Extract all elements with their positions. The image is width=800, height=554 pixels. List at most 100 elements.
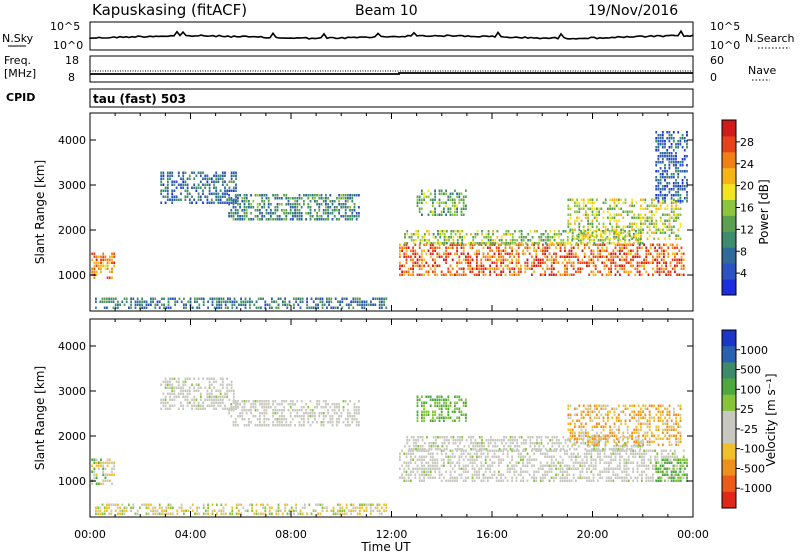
heatmap-cell — [602, 210, 605, 213]
heatmap-cell — [581, 249, 584, 252]
heatmap-cell — [531, 243, 533, 246]
heatmap-cell — [211, 300, 214, 303]
heatmap-cell — [610, 264, 612, 267]
heatmap-cell — [553, 267, 555, 270]
heatmap-cell — [505, 448, 508, 451]
heatmap-cell — [158, 503, 161, 506]
heatmap-cell — [215, 171, 218, 174]
heatmap-cell — [513, 449, 516, 452]
heatmap-cell — [226, 395, 229, 398]
heatmap-cell — [162, 380, 165, 383]
heatmap-cell — [191, 407, 193, 410]
heatmap-cell — [454, 273, 456, 276]
heatmap-cell — [493, 255, 496, 258]
heatmap-cell — [106, 276, 109, 279]
heatmap-cell — [567, 213, 570, 216]
heatmap-cell — [206, 174, 209, 177]
heatmap-cell — [591, 437, 594, 440]
heatmap-cell — [606, 439, 609, 442]
heatmap-cell — [657, 185, 660, 188]
heatmap-cell — [662, 228, 664, 231]
heatmap-cell — [249, 300, 251, 303]
heatmap-cell — [614, 261, 617, 264]
heatmap-cell — [427, 476, 430, 479]
heatmap-cell — [582, 231, 585, 234]
heatmap-cell — [482, 252, 485, 255]
heatmap-cell — [643, 267, 645, 270]
heatmap-cell — [306, 512, 308, 515]
heatmap-cell — [294, 409, 296, 412]
heatmap-cell — [416, 413, 419, 416]
heatmap-cell — [316, 400, 318, 403]
heatmap-cell — [412, 467, 414, 470]
heatmap-cell — [416, 195, 419, 198]
heatmap-cell — [615, 230, 618, 233]
heatmap-cell — [671, 267, 674, 270]
heatmap-cell — [473, 458, 476, 461]
heatmap-cell — [401, 264, 403, 267]
heatmap-cell — [272, 409, 274, 412]
heatmap-cell — [284, 503, 286, 506]
heatmap-cell — [537, 467, 540, 470]
heatmap-cell — [102, 464, 105, 467]
heatmap-cell — [651, 210, 653, 213]
heatmap-cell — [440, 479, 443, 482]
heatmap-cell — [578, 437, 581, 440]
heatmap-cell — [656, 455, 659, 458]
heatmap-cell — [318, 412, 321, 415]
heatmap-cell — [309, 212, 312, 215]
heatmap-cell — [294, 197, 296, 200]
heatmap-cell — [598, 207, 600, 210]
heatmap-cell — [576, 198, 578, 201]
heatmap-cell — [676, 261, 678, 264]
heatmap-cell — [459, 436, 461, 439]
heatmap-cell — [471, 479, 474, 482]
heatmap-cell — [210, 192, 213, 195]
heatmap-cell — [329, 206, 332, 209]
heatmap-cell — [654, 464, 656, 467]
heatmap-cell — [342, 421, 345, 424]
heatmap-cell — [675, 182, 677, 185]
heatmap-cell — [608, 470, 610, 473]
heatmap-cell — [529, 230, 532, 233]
heatmap-cell — [318, 194, 321, 197]
heatmap-cell — [347, 215, 349, 218]
heatmap-cell — [329, 406, 332, 409]
heatmap-cell — [434, 410, 436, 413]
heatmap-cell — [544, 236, 547, 239]
heatmap-cell — [199, 407, 202, 410]
heatmap-cell — [616, 473, 619, 476]
heatmap-cell — [210, 383, 213, 386]
heatmap-cell — [226, 389, 229, 392]
heatmap-cell — [670, 231, 673, 234]
heatmap-cell — [108, 458, 111, 461]
heatmap-cell — [494, 239, 497, 242]
heatmap-cell — [300, 406, 303, 409]
heatmap-cell — [489, 458, 491, 461]
heatmap-cell — [385, 306, 388, 309]
heatmap-cell — [221, 183, 224, 186]
heatmap-cell — [184, 189, 187, 192]
heatmap-cell — [493, 261, 496, 264]
heatmap-cell — [665, 455, 667, 458]
heatmap-cell — [359, 506, 361, 509]
heatmap-cell — [668, 146, 671, 149]
heatmap-cell — [326, 300, 328, 303]
heatmap-cell — [141, 297, 143, 300]
heatmap-cell — [647, 467, 650, 470]
heatmap-cell — [121, 512, 124, 515]
heatmap-cell — [162, 404, 165, 407]
heatmap-cell — [421, 449, 423, 452]
heatmap-cell — [476, 264, 478, 267]
heatmap-cell — [666, 152, 669, 155]
heatmap-cell — [662, 201, 664, 204]
heatmap-cell — [511, 476, 513, 479]
heatmap-cell — [643, 455, 645, 458]
heatmap-cell — [471, 458, 474, 461]
heatmap-cell — [348, 306, 350, 309]
heatmap-cell — [334, 306, 337, 309]
heatmap-cell — [465, 476, 467, 479]
colorbar-swatch — [722, 135, 736, 153]
heatmap-cell — [185, 303, 187, 306]
heatmap-cell — [407, 479, 410, 482]
